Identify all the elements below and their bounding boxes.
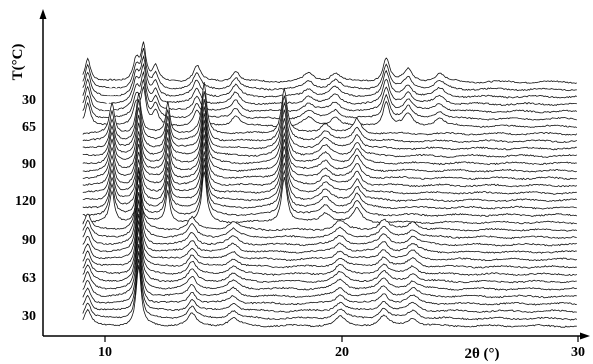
scan-trace xyxy=(82,265,577,328)
scan-trace xyxy=(82,199,577,262)
scan-trace xyxy=(82,220,577,284)
scan-trace xyxy=(82,78,577,121)
y-tick-label: 30 xyxy=(22,93,36,108)
scan-trace xyxy=(82,184,577,247)
y-tick-label: 63 xyxy=(22,271,36,286)
scan-trace xyxy=(82,171,577,225)
scan-trace xyxy=(82,62,577,107)
scan-trace xyxy=(82,244,577,306)
scan-trace xyxy=(82,207,577,269)
y-tick-label: 90 xyxy=(22,233,36,248)
x-axis-label: 2θ (°) xyxy=(464,346,499,362)
scan-trace xyxy=(82,214,577,277)
scan-trace xyxy=(82,227,577,291)
y-tick-label: 120 xyxy=(15,194,36,209)
y-tick-label: 30 xyxy=(22,309,36,324)
x-axis-ticks: 10 20 30 xyxy=(98,336,585,360)
scan-trace xyxy=(82,175,577,240)
scan-trace xyxy=(82,70,578,114)
scan-trace xyxy=(82,169,578,232)
x-tick-label: 30 xyxy=(571,345,585,360)
scan-trace xyxy=(82,41,577,84)
scan-trace xyxy=(82,55,577,99)
scan-trace xyxy=(82,236,577,299)
x-axis-arrow xyxy=(580,332,590,340)
trace-group xyxy=(82,41,578,328)
scan-trace xyxy=(82,251,577,314)
scan-trace xyxy=(82,258,578,321)
x-tick-label: 20 xyxy=(335,345,349,360)
y-tick-label: 90 xyxy=(22,157,36,172)
scan-trace xyxy=(82,191,577,254)
y-axis-label: T(°C) xyxy=(10,44,26,81)
scan-trace xyxy=(82,47,577,92)
y-axis-arrow xyxy=(39,9,47,19)
y-axis-tick-labels: 30 65 90 120 90 63 30 xyxy=(15,93,36,324)
x-tick-label: 10 xyxy=(98,345,112,360)
y-tick-label: 65 xyxy=(22,120,36,135)
